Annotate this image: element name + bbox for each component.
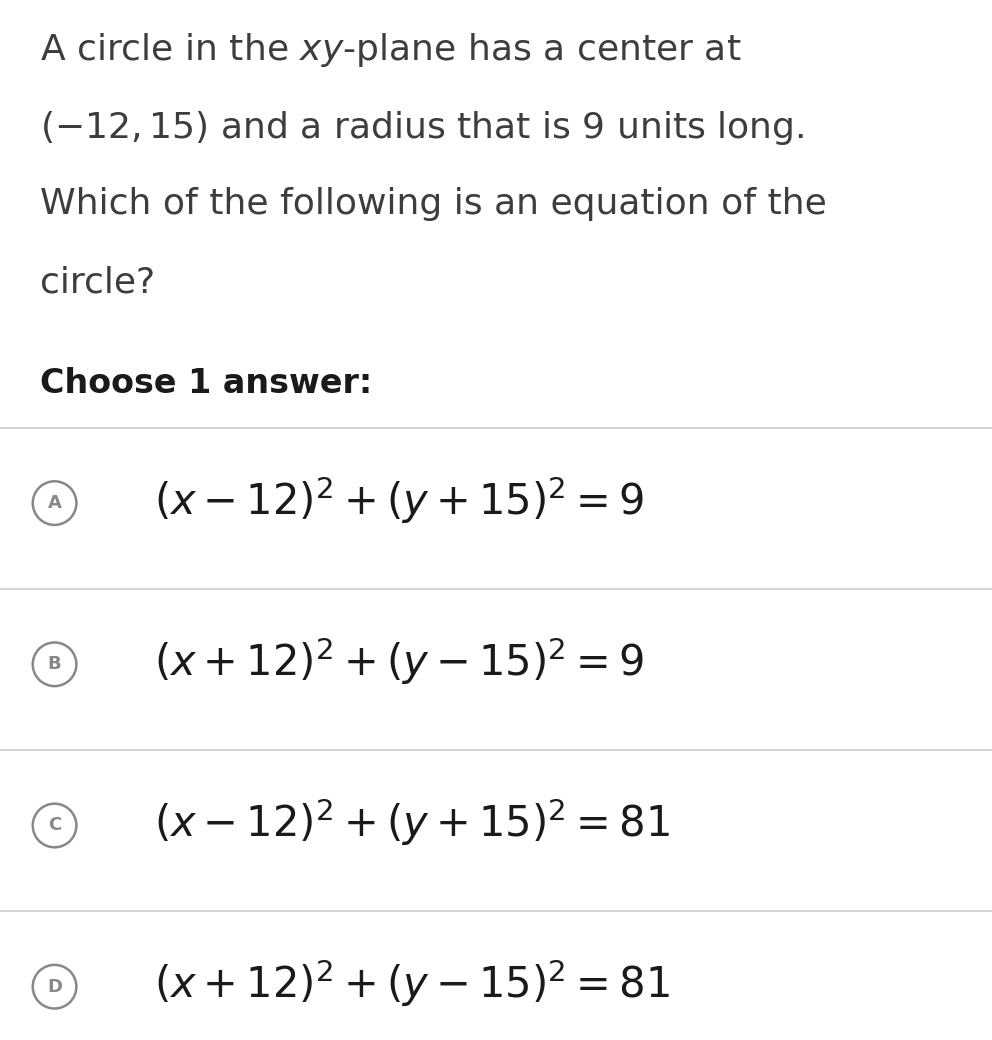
- Text: $(x - 12)^2 + (y + 15)^2 = 9$: $(x - 12)^2 + (y + 15)^2 = 9$: [154, 474, 644, 526]
- Text: $(x + 12)^2 + (y - 15)^2 = 9$: $(x + 12)^2 + (y - 15)^2 = 9$: [154, 635, 644, 687]
- Text: Choose 1 answer:: Choose 1 answer:: [40, 366, 372, 399]
- Text: D: D: [47, 978, 62, 995]
- Text: Which of the following is an equation of the: Which of the following is an equation of…: [40, 187, 826, 222]
- Text: A: A: [48, 494, 62, 512]
- Text: $(x + 12)^2 + (y - 15)^2 = 81$: $(x + 12)^2 + (y - 15)^2 = 81$: [154, 958, 670, 1010]
- Text: circle?: circle?: [40, 265, 155, 300]
- Text: $(x - 12)^2 + (y + 15)^2 = 81$: $(x - 12)^2 + (y + 15)^2 = 81$: [154, 797, 670, 849]
- Text: C: C: [48, 816, 62, 834]
- Text: B: B: [48, 655, 62, 673]
- Text: $(-12, 15)$ and a radius that is $9$ units long.: $(-12, 15)$ and a radius that is $9$ uni…: [40, 109, 804, 148]
- Text: A circle in the $\it{xy}$-plane has a center at: A circle in the $\it{xy}$-plane has a ce…: [40, 31, 741, 70]
